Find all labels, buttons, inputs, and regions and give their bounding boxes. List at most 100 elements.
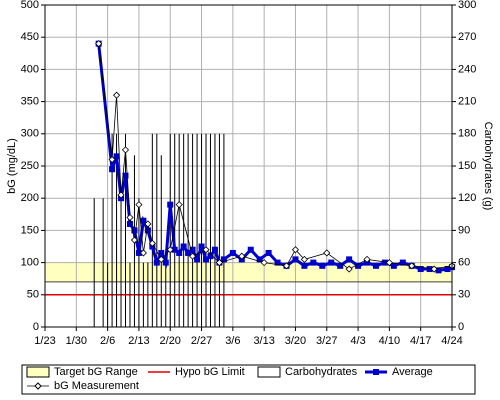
y2-tick-label: 30: [458, 289, 470, 301]
average-marker: [122, 172, 129, 179]
measurement-marker: [95, 40, 103, 48]
x-tick-label: 4/10: [379, 335, 400, 347]
measurement-marker: [157, 255, 165, 263]
measurement-marker: [323, 249, 331, 257]
measurement-marker: [260, 259, 268, 267]
average-marker: [185, 249, 192, 256]
average-marker: [131, 227, 138, 234]
average-marker: [399, 259, 406, 266]
average-marker: [372, 262, 379, 269]
average-marker: [444, 266, 451, 273]
average-marker: [171, 246, 178, 253]
average-marker: [167, 201, 174, 208]
y2-tick-label: 300: [458, 0, 476, 11]
measurement-marker: [126, 213, 134, 222]
legend-swatch: [373, 369, 379, 375]
average-marker: [247, 246, 254, 253]
measurement-marker: [238, 252, 246, 260]
average-marker: [265, 249, 272, 256]
average-marker: [381, 259, 388, 266]
average-marker: [346, 256, 353, 263]
measurement-marker: [130, 236, 139, 244]
x-tick-label: 2/20: [160, 335, 181, 347]
legend-swatch: [34, 382, 42, 390]
measurement-marker: [121, 146, 130, 154]
y-tick-label: 300: [21, 128, 39, 140]
legend-swatch: [257, 366, 281, 378]
measurement-marker: [300, 255, 308, 263]
x-tick-label: 2/27: [191, 335, 212, 347]
average-marker: [229, 249, 236, 256]
average-marker: [256, 256, 263, 263]
y2-tick-label: 150: [458, 160, 476, 172]
average-marker: [194, 256, 201, 263]
average-marker: [301, 262, 308, 269]
measurement-marker: [215, 259, 223, 267]
measurement-marker: [144, 220, 152, 228]
average-marker: [109, 166, 116, 173]
measurement-marker: [408, 262, 416, 270]
measurement-marker: [282, 262, 291, 270]
measurement-marker: [345, 265, 353, 273]
average-marker: [390, 262, 397, 269]
x-tick-label: 3/6: [225, 335, 240, 347]
average-marker: [140, 217, 147, 224]
legend-box: [21, 364, 476, 395]
average-marker: [158, 249, 165, 256]
y-tick-label: 450: [21, 31, 39, 43]
y2-tick-label: 240: [458, 63, 476, 75]
legend-label: Average: [392, 366, 433, 378]
average-marker: [135, 249, 142, 256]
average-marker: [162, 259, 169, 266]
x-tick-label: 1/23: [34, 335, 55, 347]
x-tick-label: 2/13: [128, 335, 149, 347]
legend-swatch: [26, 366, 50, 378]
average-marker: [220, 256, 227, 263]
average-marker: [203, 256, 210, 263]
average-marker: [355, 262, 362, 269]
average-marker: [319, 262, 326, 269]
average-marker: [435, 267, 442, 274]
x-tick-label: 2/6: [100, 335, 115, 347]
average-marker: [198, 243, 205, 250]
x-tick-label: 3/13: [253, 335, 274, 347]
y-tick-label: 250: [21, 160, 39, 172]
y2-tick-label: 0: [458, 321, 464, 333]
x-tick-label: 3/20: [285, 335, 306, 347]
y-tick-label: 400: [21, 63, 39, 75]
y2-tick-label: 60: [458, 257, 470, 269]
y-tick-label: 150: [21, 224, 39, 236]
y-axis-label: bG (mg/dL): [6, 138, 18, 194]
x-tick-label: 4/3: [350, 335, 365, 347]
average-marker: [292, 256, 299, 263]
average-marker: [153, 259, 160, 266]
y-tick-label: 0: [33, 321, 39, 333]
y-tick-label: 500: [21, 0, 39, 11]
x-tick-label: 4/24: [441, 335, 462, 347]
measurement-marker: [148, 239, 156, 247]
measurement-marker: [430, 265, 438, 273]
measurement-marker: [291, 246, 300, 254]
average-marker: [310, 259, 317, 266]
measurement-marker: [189, 252, 197, 260]
plot-border: [44, 4, 453, 328]
average-marker: [211, 246, 218, 253]
x-tick-label: 4/17: [410, 335, 431, 347]
average-marker: [426, 266, 433, 273]
average-marker: [180, 243, 187, 250]
y2-tick-label: 90: [458, 224, 470, 236]
average-marker: [274, 259, 281, 266]
average-marker: [113, 153, 120, 160]
average-marker: [207, 253, 214, 260]
average-marker: [126, 220, 133, 227]
measurement-marker: [363, 255, 371, 263]
y2-axis-label: Carbohydrates (g): [482, 122, 494, 211]
legend-label: Carbohydrates: [285, 366, 358, 378]
y-tick-label: 350: [21, 96, 39, 108]
measurement-marker: [139, 249, 147, 257]
measurement-marker: [112, 91, 121, 99]
measurement-marker: [175, 201, 183, 209]
legend-label: Hypo bG Limit: [175, 366, 245, 378]
y2-tick-label: 270: [458, 31, 476, 43]
